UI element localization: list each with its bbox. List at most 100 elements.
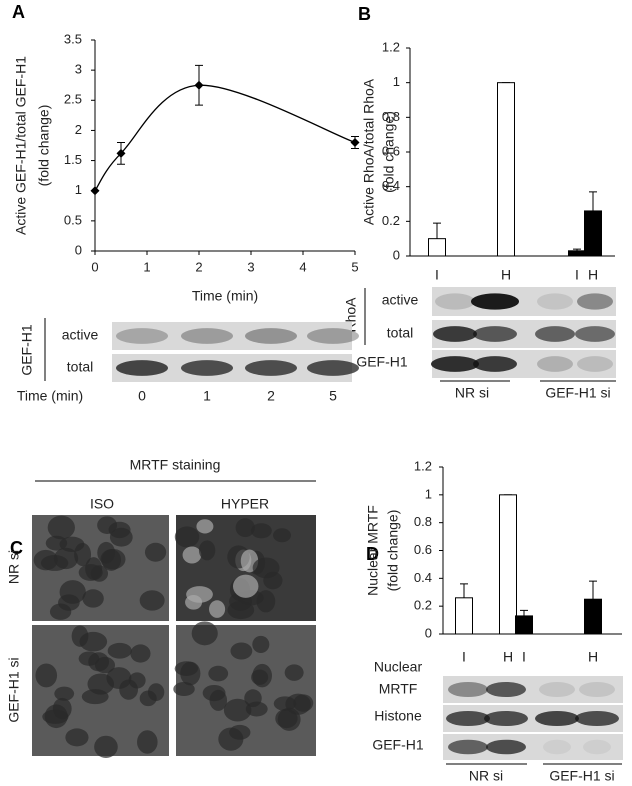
nucleus (250, 523, 272, 539)
y-tick-label: 1 (425, 486, 432, 501)
y-tick-label: 0.4 (382, 178, 400, 193)
panel-label: C (10, 538, 23, 558)
bar (497, 82, 515, 257)
blot-band (537, 356, 573, 372)
blot-band (433, 326, 477, 342)
blot-row-label: active (62, 327, 99, 343)
group-label: GEF-H1 si (545, 385, 610, 401)
nucleus (139, 590, 165, 611)
blot-band (307, 328, 359, 344)
blot-band (577, 293, 613, 310)
blot-band (116, 360, 168, 376)
nucleus (229, 724, 251, 740)
column-label: ISO (90, 496, 114, 512)
error-bar (589, 580, 597, 600)
nucleus (252, 635, 270, 653)
blot-axis-label: Time (min) (17, 388, 83, 404)
nucleus (277, 707, 301, 731)
blot-band (575, 710, 619, 727)
y-tick-label: 0.6 (382, 143, 400, 158)
bar (428, 238, 446, 257)
nucleus (81, 689, 109, 705)
y-tick-label: 0.4 (414, 570, 432, 585)
blot-band (577, 356, 613, 372)
blot-row-label: Histone (374, 708, 422, 724)
column-label: HYPER (221, 496, 269, 512)
nucleus (208, 665, 229, 682)
marker (116, 148, 126, 158)
blot-protein: GEF-H1 (19, 324, 35, 376)
nucleus (273, 696, 297, 711)
y-tick-label: 0.2 (382, 213, 400, 228)
group-label: NR si (455, 385, 489, 401)
marker (194, 80, 204, 90)
nucleus (232, 574, 259, 598)
y-axis-label: Nuclear MRTF (365, 505, 381, 596)
blot-band (473, 356, 517, 372)
nucleus (227, 600, 255, 620)
nucleus (44, 704, 68, 729)
blot-band (535, 710, 579, 727)
nucleus (173, 682, 195, 697)
blot-band (435, 293, 475, 310)
y-tick-label: 3.5 (64, 31, 82, 46)
bar (455, 597, 473, 635)
nucleus (198, 540, 216, 561)
nucleus (191, 621, 218, 646)
blot-row-label: total (387, 325, 413, 341)
blot-band (539, 681, 575, 698)
nucleus (252, 663, 272, 688)
x-tick-label: 4 (299, 259, 306, 274)
nucleus (293, 694, 314, 712)
x-tick-label: 5 (351, 259, 358, 274)
blot-band (307, 360, 359, 376)
x-tick-label: 1 (143, 259, 150, 274)
nucleus (144, 542, 167, 562)
nucleus (97, 516, 118, 534)
blot-band (245, 328, 297, 344)
nucleus (223, 698, 252, 722)
nucleus (82, 589, 104, 608)
nucleus (235, 518, 255, 538)
blot-band (446, 710, 490, 727)
y-tick-label: 1.2 (414, 458, 432, 473)
bar (568, 250, 586, 257)
nucleus (202, 684, 226, 702)
nucleus (128, 672, 146, 689)
blot-band (535, 326, 575, 342)
nucleus (100, 548, 126, 570)
row-label: NR si (6, 550, 22, 584)
blot-row-label: GEF-H1 (356, 354, 408, 370)
blot-band (471, 293, 519, 310)
marker (350, 137, 360, 147)
blot-band (181, 360, 233, 376)
nucleus (196, 519, 214, 534)
y-tick-label: 0.8 (382, 109, 400, 124)
blot-band (116, 328, 168, 344)
nucleus (47, 515, 75, 540)
y-axis-label: (fold change) (36, 105, 52, 187)
error-bar (520, 609, 528, 616)
y-tick-label: 2 (75, 122, 82, 137)
lane-label: 2 (267, 388, 275, 404)
blot-row-label: MRTF (379, 681, 418, 697)
y-tick-label: 1.2 (382, 39, 400, 54)
y-tick-label: 1.5 (64, 152, 82, 167)
line (94, 84, 356, 192)
nucleus (130, 644, 151, 663)
nucleus (53, 547, 79, 570)
nucleus (71, 625, 89, 647)
marker (90, 186, 100, 196)
y-tick-label: 0 (393, 247, 400, 262)
y-tick-label: 0.5 (64, 212, 82, 227)
blot-row-label: active (382, 292, 419, 308)
nucleus (78, 564, 103, 581)
nucleus (245, 701, 268, 717)
group-label: NR si (469, 768, 503, 784)
blot-band (583, 739, 611, 755)
row-label: GEF-H1 si (6, 657, 22, 722)
nucleus (59, 580, 86, 604)
error-bar (460, 583, 468, 598)
blot-band (484, 710, 528, 727)
